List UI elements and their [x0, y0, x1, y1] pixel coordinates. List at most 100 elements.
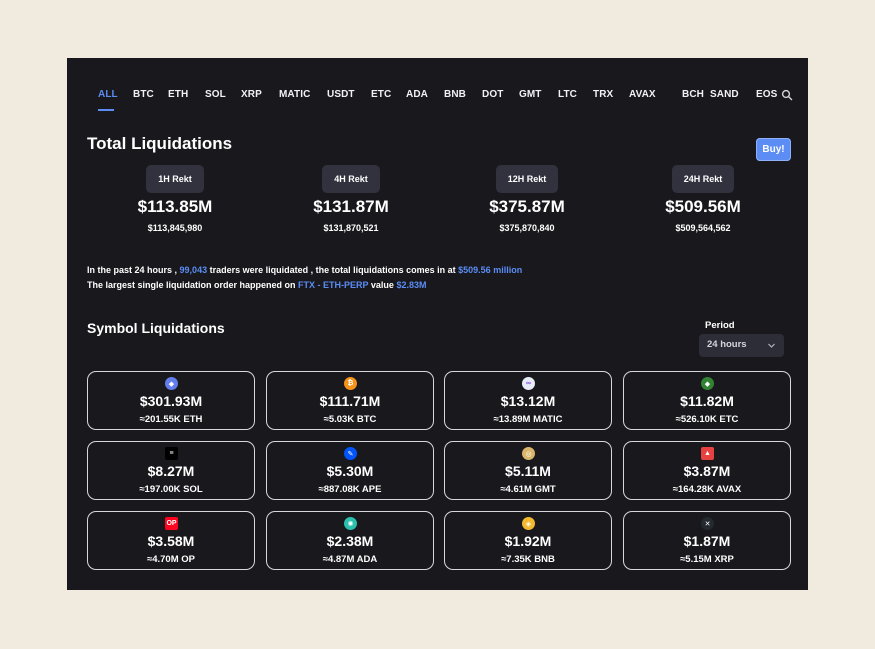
matic-icon: ∞ [522, 377, 535, 390]
symbol-amount: $13.12M [500, 393, 556, 409]
tab-eth[interactable]: ETH [168, 89, 189, 100]
tab-gmt[interactable]: GMT [519, 89, 542, 100]
largest-value: $2.83M [396, 280, 427, 290]
symbol-amount: $1.87M [683, 533, 731, 549]
ada-icon: ✺ [344, 517, 357, 530]
bnb-icon: ◈ [522, 517, 535, 530]
summary-line-2: The largest single liquidation order hap… [87, 280, 426, 290]
summary-text: traders were liquidated , the total liqu… [209, 265, 456, 275]
rekt-amount: $375.87M [489, 197, 565, 216]
symbol-amount: $2.38M [326, 533, 374, 549]
exchange-pair-link[interactable]: FTX - ETH-PERP [298, 280, 369, 290]
rekt-stat: 12H Rekt $375.87M $375,870,840 [457, 165, 597, 233]
tab-bnb[interactable]: BNB [444, 89, 466, 100]
symbol-card[interactable]: ₿ $111.71M ≈5.03K BTC [266, 371, 434, 430]
symbol-amount: $11.82M [680, 393, 734, 409]
symbol-quantity: ≈13.89M MATIC [493, 414, 563, 425]
symbol-card[interactable]: ▲ $3.87M ≈164.28K AVAX [623, 441, 791, 500]
symbol-card[interactable]: ◆ $11.82M ≈526.10K ETC [623, 371, 791, 430]
tab-sand[interactable]: SAND [710, 89, 739, 100]
symbol-tabs: ALL BTC ETH SOL XRP MATIC USDT ETC ADA BNB DOT GMT L… [67, 58, 808, 128]
rekt-exact-amount: $113,845,980 [147, 223, 203, 233]
symbol-amount: $111.71M [319, 393, 381, 409]
symbol-amount: $5.11M [505, 463, 551, 479]
symbol-quantity: ≈887.08K APE [318, 484, 382, 495]
symbol-amount: $301.93M [139, 393, 203, 409]
symbol-card[interactable]: ◆ $301.93M ≈201.55K ETH [87, 371, 255, 430]
symbol-card[interactable]: ∞ $13.12M ≈13.89M MATIC [444, 371, 612, 430]
symbol-amount: $1.92M [504, 533, 552, 549]
rekt-period-pill[interactable]: 4H Rekt [322, 165, 380, 193]
symbol-quantity: ≈5.15M XRP [680, 554, 734, 565]
symbol-quantity: ≈164.28K AVAX [672, 484, 742, 495]
tab-ltc[interactable]: LTC [558, 89, 577, 100]
rekt-stat: 24H Rekt $509.56M $509,564,562 [633, 165, 773, 233]
symbol-card[interactable]: ✕ $1.87M ≈5.15M XRP [623, 511, 791, 570]
symbol-amount: $3.58M [147, 533, 195, 549]
symbol-card[interactable]: ◎ $5.11M ≈4.61M GMT [444, 441, 612, 500]
summary-text: The largest single liquidation order hap… [87, 280, 296, 290]
symbol-quantity: ≈201.55K ETH [139, 414, 203, 425]
rekt-exact-amount: $131,870,521 [323, 223, 379, 233]
tab-dot[interactable]: DOT [482, 89, 504, 100]
gmt-icon: ◎ [522, 447, 535, 460]
rekt-exact-amount: $375,870,840 [499, 223, 555, 233]
symbol-amount: $8.27M [147, 463, 195, 479]
rekt-amount: $113.85M [137, 197, 213, 216]
tab-usdt[interactable]: USDT [327, 89, 355, 100]
symbol-amount: $3.87M [683, 463, 731, 479]
op-icon: OP [165, 517, 178, 530]
tab-all[interactable]: ALL [98, 89, 118, 100]
rekt-amount: $509.56M [665, 197, 741, 216]
symbol-quantity: ≈197.00K SOL [139, 484, 203, 495]
tab-etc[interactable]: ETC [371, 89, 392, 100]
symbol-card[interactable]: ≡ $8.27M ≈197.00K SOL [87, 441, 255, 500]
avax-icon: ▲ [701, 447, 714, 460]
total-liquidations-title: Total Liquidations [87, 134, 233, 153]
ape-icon: ✎ [344, 447, 357, 460]
symbol-liquidations-title: Symbol Liquidations [87, 320, 225, 336]
tab-matic[interactable]: MATIC [279, 89, 311, 100]
period-select[interactable]: 24 hours [699, 334, 784, 357]
rekt-stat: 4H Rekt $131.87M $131,870,521 [281, 165, 421, 233]
tab-xrp[interactable]: XRP [241, 89, 262, 100]
summary-text: value [370, 280, 394, 290]
tab-bch[interactable]: BCH [682, 89, 704, 100]
total-amount-link[interactable]: $509.56 million [458, 265, 523, 275]
summary-line-1: In the past 24 hours , 99,043 traders we… [87, 265, 522, 275]
btc-icon: ₿ [344, 377, 357, 390]
symbol-amount: $5.30M [326, 463, 374, 479]
symbol-card[interactable]: OP $3.58M ≈4.70M OP [87, 511, 255, 570]
etc-icon: ◆ [701, 377, 714, 390]
symbol-card[interactable]: ✎ $5.30M ≈887.08K APE [266, 441, 434, 500]
symbol-quantity: ≈7.35K BNB [501, 554, 555, 565]
period-value: 24 hours [707, 339, 747, 350]
symbol-quantity: ≈5.03K BTC [323, 414, 377, 425]
traders-count: 99,043 [179, 265, 208, 275]
tab-sol[interactable]: SOL [205, 89, 226, 100]
liquidations-panel: ALL BTC ETH SOL XRP MATIC USDT ETC ADA BNB DOT GMT L… [67, 58, 808, 590]
active-tab-indicator [98, 109, 114, 111]
search-icon[interactable] [781, 89, 793, 101]
summary-text: In the past 24 hours , [87, 265, 178, 275]
tab-trx[interactable]: TRX [593, 89, 614, 100]
rekt-period-pill[interactable]: 1H Rekt [146, 165, 204, 193]
tab-avax[interactable]: AVAX [629, 89, 656, 100]
rekt-period-pill[interactable]: 12H Rekt [495, 165, 559, 193]
sol-icon: ≡ [165, 447, 178, 460]
tab-btc[interactable]: BTC [133, 89, 154, 100]
tab-ada[interactable]: ADA [406, 89, 428, 100]
rekt-amount: $131.87M [313, 197, 389, 216]
symbol-quantity: ≈4.87M ADA [322, 554, 378, 565]
buy-button[interactable]: Buy! [756, 138, 791, 161]
rekt-exact-amount: $509,564,562 [675, 223, 731, 233]
tab-eos[interactable]: EOS [756, 89, 778, 100]
eth-icon: ◆ [165, 377, 178, 390]
period-label: Period [705, 320, 735, 331]
symbol-card[interactable]: ✺ $2.38M ≈4.87M ADA [266, 511, 434, 570]
xrp-icon: ✕ [701, 517, 714, 530]
symbol-quantity: ≈4.61M GMT [500, 484, 556, 495]
symbol-card[interactable]: ◈ $1.92M ≈7.35K BNB [444, 511, 612, 570]
rekt-period-pill[interactable]: 24H Rekt [671, 165, 735, 193]
symbol-quantity: ≈4.70M OP [147, 554, 195, 565]
